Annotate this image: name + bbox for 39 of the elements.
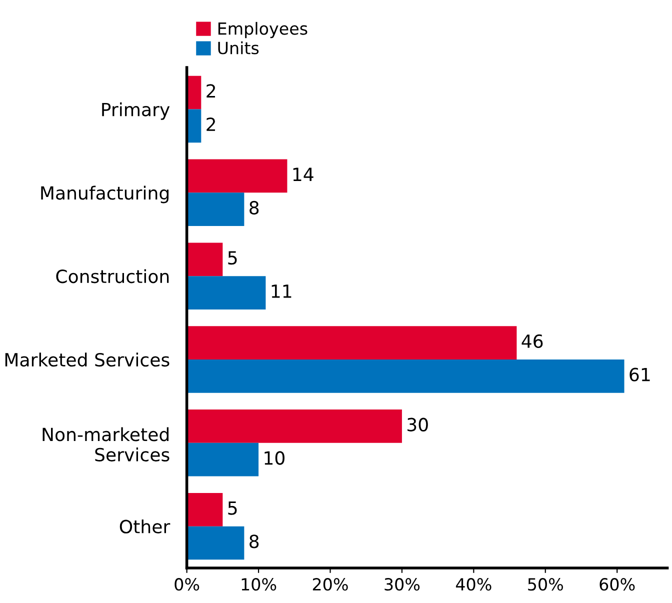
x-tick-label: 60% [600,578,635,591]
bar [186,410,402,443]
data-label: 30 [408,418,428,432]
legend-label: Employees [218,22,308,38]
x-tick-label: 40% [456,578,492,591]
bar [186,159,288,193]
data-label: 10 [264,451,284,465]
y-tick-label: Manufacturing [41,186,169,204]
x-tick-label: 50% [528,578,563,591]
bar [186,326,517,360]
bar [186,492,223,526]
bar [186,359,624,393]
x-tick-label: 30% [384,578,420,591]
data-label: 61 [630,368,650,382]
data-label: 2 [206,118,216,131]
data-label: 46 [522,334,543,348]
bar [186,276,266,310]
data-label: 2 [206,84,216,98]
y-tick-label: Marketed Services [5,352,170,367]
y-tick-label: Non-marketed Services [42,427,170,462]
bar [186,109,202,143]
data-label: 14 [293,168,314,181]
x-tick-label: 10% [242,578,276,591]
bar [186,76,202,110]
data-label: 5 [228,251,237,265]
data-label: 5 [228,501,237,515]
y-tick-label: Construction [56,269,169,284]
bar [186,526,244,560]
bar [186,242,223,276]
y-tick-label: Primary [102,102,170,120]
data-label: 8 [250,200,259,215]
bar [186,192,244,226]
data-label: 11 [272,284,292,298]
x-tick-label: 20% [312,578,348,591]
y-tick-label: Other [120,519,170,534]
x-tick-label: 0% [174,578,200,591]
legend-label: Units [218,41,259,54]
bar [186,442,259,476]
data-label: 8 [250,534,259,548]
